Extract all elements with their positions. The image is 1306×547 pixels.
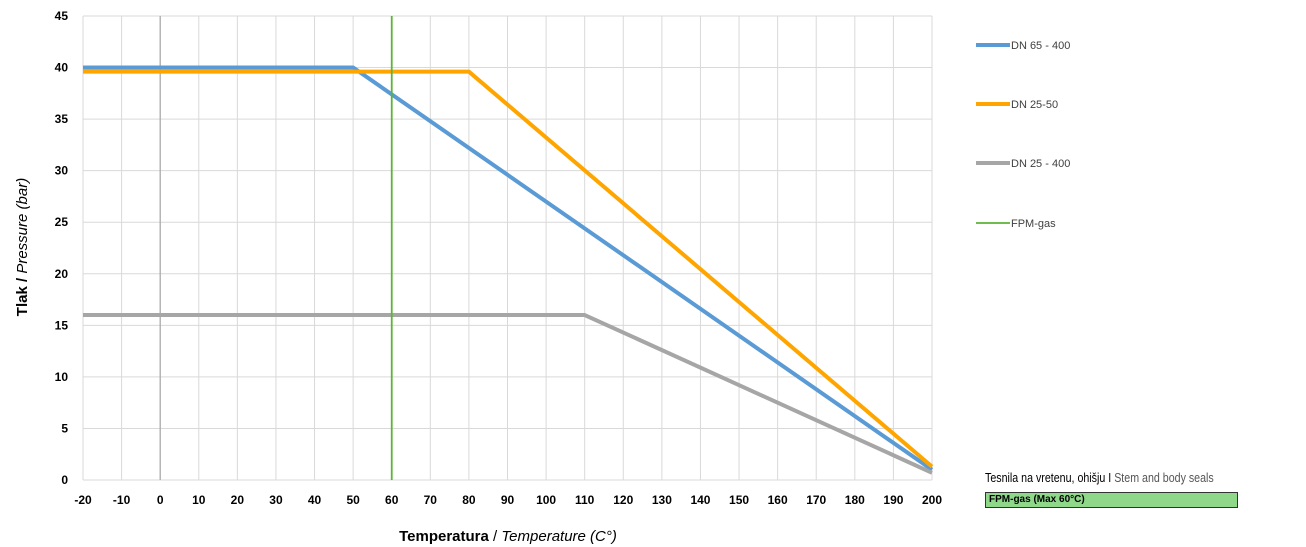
- x-tick-label: 90: [501, 493, 515, 507]
- legend-label: DN 25 - 400: [1011, 158, 1070, 170]
- x-tick-label: 20: [231, 493, 245, 507]
- x-tick-label: 190: [883, 493, 903, 507]
- x-tick-label: 80: [462, 493, 476, 507]
- y-tick-label: 45: [55, 9, 69, 23]
- seals-material-box: FPM-gas (Max 60°C): [985, 492, 1238, 508]
- seals-box-label: FPM-gas (Max 60°C): [989, 494, 1085, 505]
- legend: DN 65 - 400 DN 25-50 DN 25 - 400 FPM-gas: [976, 40, 1070, 230]
- legend-label: FPM-gas: [1011, 218, 1056, 230]
- x-tick-label: 120: [613, 493, 633, 507]
- x-tick-label: 200: [922, 493, 942, 507]
- x-tick-label: 0: [157, 493, 164, 507]
- seals-caption-main: Tesnila na vretenu, ohišju I: [985, 470, 1112, 485]
- y-tick-label: 20: [55, 267, 69, 281]
- x-tick-label: 130: [652, 493, 672, 507]
- series-line: [83, 313, 933, 475]
- series-lines: [83, 16, 934, 480]
- x-tick-label: -10: [113, 493, 131, 507]
- x-tick-label: 60: [385, 493, 399, 507]
- x-tick-label: 30: [269, 493, 283, 507]
- y-tick-label: 40: [55, 61, 69, 75]
- y-tick-label: 30: [55, 164, 69, 178]
- x-tick-label: 140: [690, 493, 710, 507]
- x-axis-title: Temperatura / Temperature (C°): [399, 528, 617, 545]
- legend-label: DN 25-50: [1011, 99, 1058, 111]
- x-tick-label: 170: [806, 493, 826, 507]
- x-tick-label: 110: [575, 493, 595, 507]
- seals-caption: Tesnila na vretenu, ohišju I Stem and bo…: [985, 470, 1214, 485]
- x-tick-label: -20: [74, 493, 92, 507]
- y-tick-label: 35: [55, 112, 69, 126]
- seals-caption-light: Stem and body seals: [1111, 470, 1214, 485]
- y-tick-label: 25: [55, 215, 69, 229]
- x-tick-labels: -20 -10 0 10 20 30 40 50 60 70 80 90 100 110 120 130 140…: [74, 493, 942, 507]
- x-tick-label: 180: [845, 493, 865, 507]
- x-tick-label: 160: [768, 493, 788, 507]
- y-tick-label: 0: [61, 473, 68, 487]
- x-tick-label: 70: [424, 493, 438, 507]
- y-tick-label: 15: [55, 318, 69, 332]
- x-tick-label: 40: [308, 493, 322, 507]
- x-tick-label: 100: [536, 493, 556, 507]
- y-tick-label: 10: [55, 370, 69, 384]
- series-line: [83, 69, 934, 469]
- series-line: [83, 65, 934, 472]
- y-axis-title: Tlak / Pressure (bar): [14, 178, 31, 316]
- y-tick-labels: 0 5 10 15 20 25 30 35 40 45: [55, 9, 69, 487]
- x-tick-label: 150: [729, 493, 749, 507]
- x-tick-label: 10: [192, 493, 206, 507]
- x-tick-label: 50: [346, 493, 360, 507]
- grid: [82, 15, 933, 481]
- legend-label: DN 65 - 400: [1011, 40, 1070, 52]
- y-tick-label: 5: [61, 421, 68, 435]
